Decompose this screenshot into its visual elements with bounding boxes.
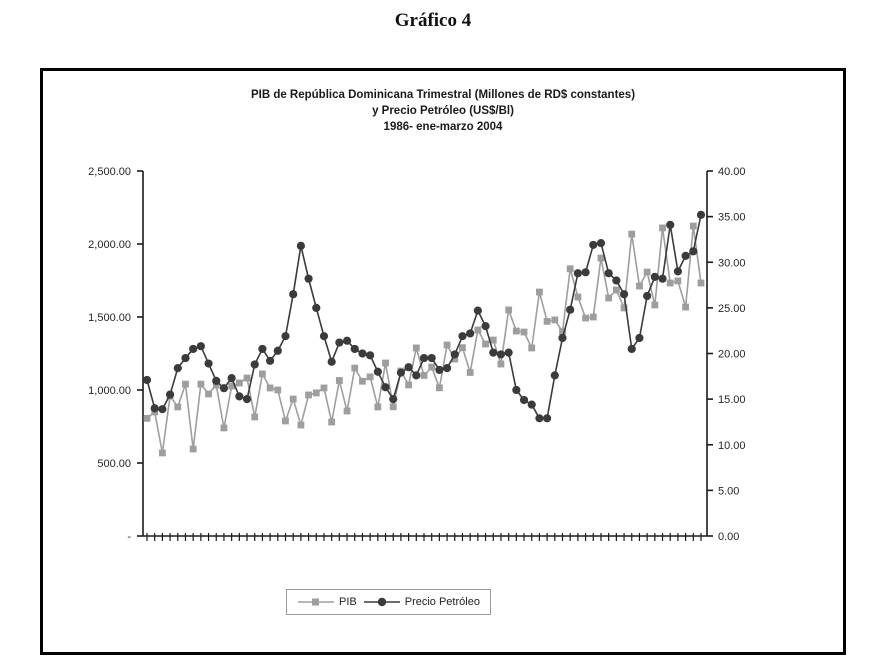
chart-title: PIB de República Dominicana Trimestral (… bbox=[43, 87, 843, 135]
svg-text:500.00: 500.00 bbox=[97, 458, 131, 470]
chart-legend: PIB Precio Petróleo bbox=[286, 589, 491, 615]
legend-label-petroleo: Precio Petróleo bbox=[404, 596, 480, 608]
svg-text:25.00: 25.00 bbox=[718, 303, 746, 315]
svg-text:5.00: 5.00 bbox=[718, 485, 739, 497]
svg-text:35.00: 35.00 bbox=[718, 212, 746, 224]
svg-text:40.00: 40.00 bbox=[718, 166, 746, 178]
svg-text:2,000.00: 2,000.00 bbox=[88, 239, 131, 251]
svg-text:10.00: 10.00 bbox=[718, 440, 746, 452]
svg-text:20.00: 20.00 bbox=[718, 349, 746, 361]
svg-text:1,500.00: 1,500.00 bbox=[88, 312, 131, 324]
chart-title-line-1: PIB de República Dominicana Trimestral (… bbox=[250, 89, 636, 101]
legend-swatch-petroleo-icon bbox=[363, 596, 401, 608]
svg-text:-: - bbox=[127, 531, 131, 543]
svg-text:1,000.00: 1,000.00 bbox=[88, 385, 131, 397]
legend-label-pib: PIB bbox=[339, 596, 357, 608]
figure-label: Gráfico 4 bbox=[394, 10, 472, 31]
chart-svg: 2,500.00 2,000.00 1,500.00 1,000.00 500.00 - 4… bbox=[88, 166, 746, 543]
chart-title-line-3: 1986- ene-marzo 2004 bbox=[383, 121, 503, 133]
chart-frame: PIB de República Dominicana Trimestral (… bbox=[40, 68, 846, 655]
svg-text:2,500.00: 2,500.00 bbox=[88, 166, 131, 178]
legend-item-petroleo: Precio Petróleo bbox=[363, 596, 480, 608]
svg-text:0.00: 0.00 bbox=[718, 531, 739, 543]
legend-swatch-pib-icon bbox=[297, 596, 335, 608]
svg-text:15.00: 15.00 bbox=[718, 394, 746, 406]
chart-title-line-2: y Precio Petróleo (US$/Bl) bbox=[372, 105, 514, 117]
svg-text:30.00: 30.00 bbox=[718, 257, 746, 269]
legend-item-pib: PIB bbox=[297, 596, 357, 608]
